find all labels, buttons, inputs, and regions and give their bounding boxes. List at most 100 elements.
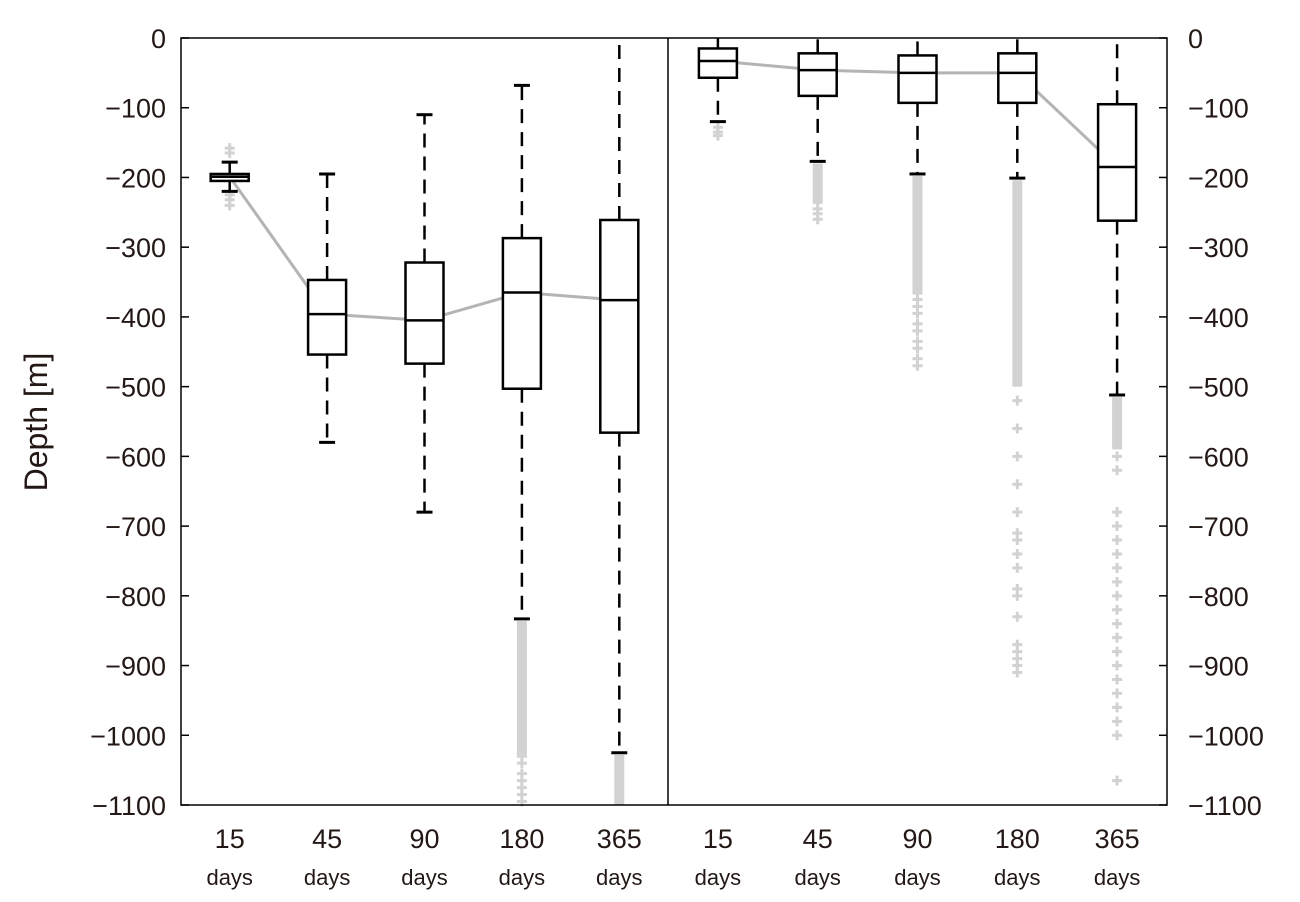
y-tick-label-left-8: −700 [105, 512, 166, 542]
category-unit-p2-4: days [994, 865, 1040, 890]
outlier-point-p2-5-8 [1112, 576, 1123, 587]
category-unit-p1-5: days [596, 865, 642, 890]
category-label-p1-2: 45 [312, 824, 342, 854]
outlier-band-p2-2 [812, 163, 823, 204]
y-tick-label-right-10: −900 [1188, 652, 1249, 682]
category-label-p1-4: 180 [499, 824, 544, 854]
outlier-point-p2-4-17 [1012, 667, 1023, 678]
outlier-band-p2-4 [1012, 180, 1023, 387]
outlier-point-p2-4-7 [1012, 535, 1023, 546]
box-p2-3 [897, 54, 938, 105]
box-p1-5 [599, 218, 640, 434]
outlier-point-p2-5-7 [1112, 562, 1123, 573]
outlier-point-p2-5-10 [1112, 604, 1123, 615]
outlier-point-p2-5-12 [1112, 632, 1123, 643]
outlier-point-p2-3-3 [912, 308, 923, 319]
outlier-band-p2-3 [912, 176, 923, 295]
y-tick-label-right-2: −100 [1188, 94, 1249, 124]
category-label-p1-1: 15 [215, 824, 245, 854]
y-tick-label-left-5: −400 [105, 303, 166, 333]
outlier-point-p2-5-19 [1112, 730, 1123, 741]
outlier-band-p1-4 [516, 620, 527, 755]
box-p1-2 [306, 278, 348, 356]
y-tick-label-right-6: −500 [1188, 373, 1249, 403]
outlier-point-p2-3-7 [912, 343, 923, 354]
category-label-p1-5: 365 [597, 824, 642, 854]
y-tick-label-right-8: −700 [1188, 512, 1249, 542]
y-tick-label-right-12: −1100 [1188, 791, 1262, 821]
outlier-point-p2-4-2 [1012, 423, 1023, 434]
outlier-point-p2-5-3 [1112, 507, 1123, 518]
category-label-p2-2: 45 [803, 824, 833, 854]
outlier-point-p2-5-17 [1112, 702, 1123, 713]
outlier-point-p2-5-1 [1112, 451, 1123, 462]
box-p2-4 [997, 52, 1038, 105]
y-tick-label-left-12: −1100 [92, 791, 166, 821]
outlier-point-p2-5-14 [1112, 660, 1123, 671]
category-label-p2-5: 365 [1095, 824, 1140, 854]
category-unit-p2-2: days [794, 865, 840, 890]
outlier-point-p2-5-6 [1112, 548, 1123, 559]
y-tick-label-right-3: −200 [1188, 163, 1249, 193]
category-unit-p1-2: days [304, 865, 350, 890]
outlier-point-p2-5-16 [1112, 688, 1123, 699]
y-tick-label-right-9: −800 [1188, 582, 1249, 612]
box-p1-4 [501, 236, 543, 390]
y-tick-label-right-7: −600 [1188, 442, 1249, 472]
outlier-point-p2-5-11 [1112, 618, 1123, 629]
outlier-point-p2-4-8 [1012, 548, 1023, 559]
outlier-point-p2-5-15 [1112, 674, 1123, 685]
y-tick-label-left-10: −900 [105, 652, 166, 682]
outlier-point-p2-4-11 [1012, 590, 1023, 601]
category-label-p2-4: 180 [995, 824, 1040, 854]
outlier-point-p2-4-9 [1012, 562, 1023, 573]
outlier-point-p2-5-18 [1112, 716, 1123, 727]
category-unit-p1-3: days [401, 865, 447, 890]
y-tick-label-right-1: 0 [1188, 24, 1203, 54]
category-label-p1-3: 90 [409, 824, 439, 854]
box-p2-5 [1096, 102, 1138, 222]
outlier-band-p1-5 [614, 754, 625, 805]
axes: 15 days 45 days 90 days 180 days 365 days 15 days 45… [90, 24, 1264, 890]
y-tick-label-left-11: −1000 [90, 721, 166, 751]
outlier-point-p2-5-4 [1112, 521, 1123, 532]
y-tick-label-left-2: −100 [105, 94, 166, 124]
outlier-point-p1-1-5 [224, 143, 235, 154]
category-unit-p2-1: days [695, 865, 741, 890]
outlier-point-p1-1-3 [224, 200, 235, 211]
box-p1-3 [404, 261, 445, 365]
category-label-p2-3: 90 [902, 824, 932, 854]
y-tick-label-right-11: −1000 [1188, 721, 1264, 751]
y-tick-label-right-5: −400 [1188, 303, 1249, 333]
outlier-point-p2-5-9 [1112, 590, 1123, 601]
box-p2-1 [697, 47, 739, 79]
y-axis-title: Depth [m] [18, 353, 54, 492]
box-p2-2 [797, 52, 838, 98]
outlier-point-p2-3-9 [912, 360, 923, 371]
plot-frame [180, 37, 1168, 806]
y-tick-label-left-1: 0 [151, 24, 166, 54]
outlier-point-p2-4-5 [1012, 507, 1023, 518]
outlier-point-p2-2-3 [812, 214, 823, 225]
outlier-point-p2-5-2 [1112, 465, 1123, 476]
outlier-point-p2-4-3 [1012, 451, 1023, 462]
plot-area [209, 38, 1138, 807]
category-unit-p1-1: days [206, 865, 252, 890]
outlier-point-p2-5-20 [1112, 775, 1123, 786]
outlier-point-p2-4-12 [1012, 611, 1023, 622]
y-tick-label-right-4: −300 [1188, 233, 1249, 263]
outlier-point-p2-5-13 [1112, 646, 1123, 657]
outlier-point-p2-4-4 [1012, 479, 1023, 490]
category-unit-p2-3: days [894, 865, 940, 890]
y-tick-label-left-3: −200 [105, 163, 166, 193]
outlier-point-p1-4-2 [516, 758, 527, 769]
y-tick-label-left-9: −800 [105, 582, 166, 612]
category-unit-p2-5: days [1094, 865, 1140, 890]
y-tick-label-left-7: −600 [105, 442, 166, 472]
category-label-p2-1: 15 [703, 824, 733, 854]
y-tick-label-left-6: −500 [105, 373, 166, 403]
outlier-point-p2-5-5 [1112, 535, 1123, 546]
outlier-point-p2-3-5 [912, 325, 923, 336]
category-unit-p1-4: days [499, 865, 545, 890]
